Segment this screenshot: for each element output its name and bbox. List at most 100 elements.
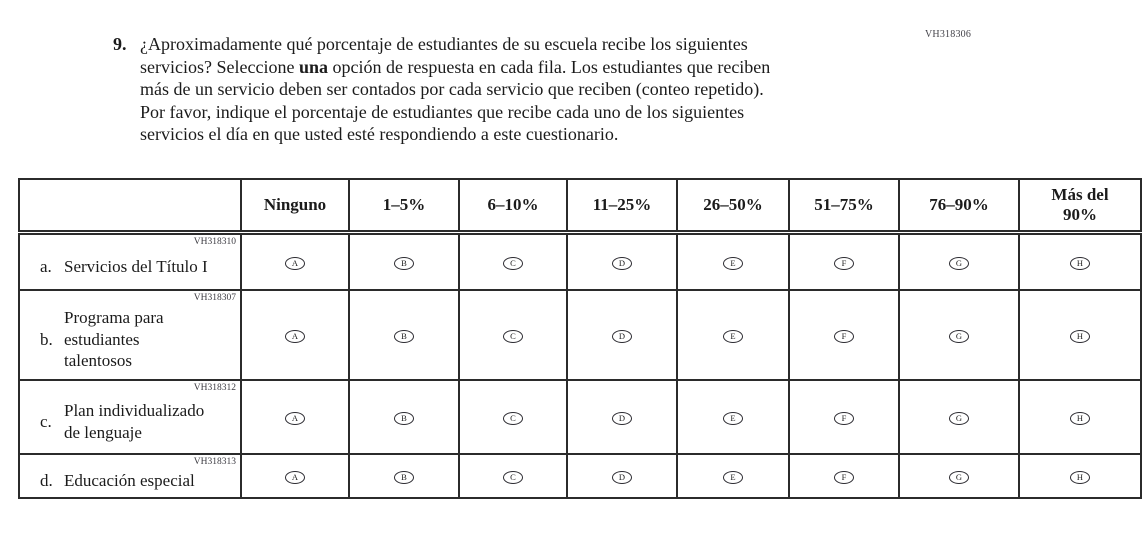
column-header-mas-del-90: Más del 90% (1018, 178, 1142, 235)
option-cell: A (240, 453, 350, 499)
question-line: servicios? Seleccione una opción de resp… (140, 56, 771, 77)
option-bubble[interactable]: D (612, 329, 632, 343)
column-header-6-10: 6–10% (458, 178, 568, 235)
option-bubble[interactable]: H (1070, 411, 1090, 425)
row-letter: b. (40, 329, 53, 349)
option-bubble[interactable]: D (612, 256, 632, 270)
option-bubble[interactable]: F (834, 329, 854, 343)
row-label: Plan individualizado de lenguaje (64, 401, 205, 442)
option-cell: E (676, 231, 790, 291)
option-cell: F (788, 453, 900, 499)
option-cell: H (1018, 379, 1142, 455)
column-header-11-25: 11–25% (566, 178, 678, 235)
option-bubble[interactable]: A (285, 329, 305, 343)
option-cell: C (458, 289, 568, 381)
row-id-code: VH318307 (193, 293, 236, 303)
option-cell: G (898, 453, 1020, 499)
table-row-d: VH318313 d. Educación especial A B C D E… (18, 453, 1142, 499)
option-bubble[interactable]: E (723, 329, 743, 343)
option-cell: H (1018, 453, 1142, 499)
column-header-51-75: 51–75% (788, 178, 900, 235)
question-block: 9. ¿Aproximadamente qué porcentaje de es… (113, 33, 903, 146)
option-bubble[interactable]: F (834, 470, 854, 484)
option-bubble[interactable]: F (834, 256, 854, 270)
row-letter: a. (40, 256, 52, 276)
option-cell: D (566, 289, 678, 381)
table-row-a: VH318310 a. Servicios del Título I A B C… (18, 231, 1142, 291)
option-cell: C (458, 379, 568, 455)
option-cell: B (348, 379, 460, 455)
option-cell: A (240, 289, 350, 381)
option-bubble[interactable]: H (1070, 256, 1090, 270)
option-cell: D (566, 231, 678, 291)
option-cell: G (898, 231, 1020, 291)
option-cell: G (898, 289, 1020, 381)
option-bubble[interactable]: B (394, 411, 414, 425)
header-row: Ninguno 1–5% 6–10% 11–25% 26–50% 51–75% … (18, 178, 1142, 235)
question-line: más de un servicio deben ser contados po… (140, 79, 764, 100)
option-bubble[interactable]: E (723, 256, 743, 270)
option-bubble[interactable]: B (394, 470, 414, 484)
option-cell: F (788, 231, 900, 291)
table-row-c: VH318312 c. Plan individualizado de leng… (18, 379, 1142, 455)
row-label: Servicios del Título I (64, 256, 208, 276)
option-bubble[interactable]: G (949, 256, 969, 270)
response-grid: Ninguno 1–5% 6–10% 11–25% 26–50% 51–75% … (18, 178, 1142, 499)
row-label: Programa para estudiantes talentosos (64, 308, 164, 371)
option-bubble[interactable]: G (949, 329, 969, 343)
option-bubble[interactable]: G (949, 411, 969, 425)
option-bubble[interactable]: A (285, 411, 305, 425)
option-cell: E (676, 379, 790, 455)
question-line: ¿Aproximadamente qué porcentaje de estud… (140, 34, 748, 54)
column-header-1-5: 1–5% (348, 178, 460, 235)
row-label-cell: VH318307 b. Programa para estudiantes ta… (18, 289, 242, 381)
table-row-b: VH318307 b. Programa para estudiantes ta… (18, 289, 1142, 381)
row-letter: d. (40, 470, 53, 490)
option-cell: C (458, 231, 568, 291)
row-label-cell: VH318313 d. Educación especial (18, 453, 242, 499)
option-cell: F (788, 289, 900, 381)
option-cell: H (1018, 231, 1142, 291)
option-cell: B (348, 289, 460, 381)
option-cell: B (348, 231, 460, 291)
option-bubble[interactable]: G (949, 470, 969, 484)
option-cell: H (1018, 289, 1142, 381)
option-bubble[interactable]: H (1070, 329, 1090, 343)
option-cell: C (458, 453, 568, 499)
question-line: servicios el día en que usted esté respo… (140, 124, 619, 145)
column-header-26-50: 26–50% (676, 178, 790, 235)
row-label-cell: VH318312 c. Plan individualizado de leng… (18, 379, 242, 455)
question-id-code: VH318306 (925, 29, 972, 40)
question-line: Por favor, indique el porcentaje de estu… (140, 101, 745, 122)
option-cell: G (898, 379, 1020, 455)
option-bubble[interactable]: F (834, 411, 854, 425)
option-bubble[interactable]: C (503, 411, 523, 425)
option-bubble[interactable]: E (723, 470, 743, 484)
option-bubble[interactable]: D (612, 411, 632, 425)
column-header-76-90: 76–90% (898, 178, 1020, 235)
row-id-code: VH318312 (193, 383, 236, 393)
option-cell: D (566, 453, 678, 499)
option-bubble[interactable]: H (1070, 470, 1090, 484)
question-number: 9. (113, 34, 127, 54)
option-bubble[interactable]: E (723, 411, 743, 425)
option-cell: B (348, 453, 460, 499)
row-letter: c. (40, 411, 52, 431)
option-bubble[interactable]: A (285, 470, 305, 484)
row-label: Educación especial (64, 470, 195, 490)
column-header-ninguno: Ninguno (240, 178, 350, 235)
option-bubble[interactable]: C (503, 329, 523, 343)
option-bubble[interactable]: D (612, 470, 632, 484)
option-bubble[interactable]: A (285, 256, 305, 270)
option-bubble[interactable]: B (394, 256, 414, 270)
option-bubble[interactable]: C (503, 256, 523, 270)
option-bubble[interactable]: C (503, 470, 523, 484)
question-text: ¿Aproximadamente qué porcentaje de estud… (140, 33, 770, 146)
row-id-code: VH318310 (193, 237, 236, 247)
option-cell: F (788, 379, 900, 455)
option-bubble[interactable]: B (394, 329, 414, 343)
option-cell: E (676, 289, 790, 381)
option-cell: A (240, 379, 350, 455)
option-cell: D (566, 379, 678, 455)
option-cell: A (240, 231, 350, 291)
